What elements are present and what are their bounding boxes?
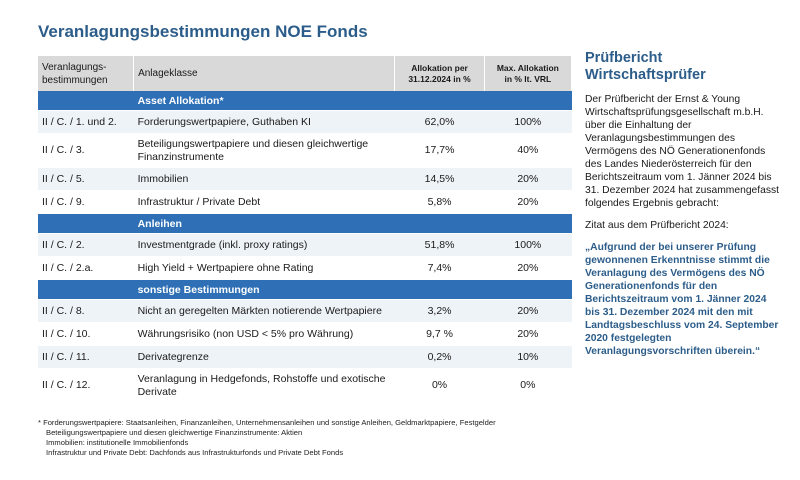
cell-allokation: 3,2% <box>394 299 485 323</box>
sidebar-paragraph: Der Prüfbericht der Ernst & Young Wirtsc… <box>585 94 780 209</box>
section-spacer <box>38 213 134 234</box>
section-spacer <box>394 91 485 111</box>
table-row: II / C. / 3. Beteiligungswertpapiere und… <box>38 133 572 168</box>
cell-max-allokation: 20% <box>484 322 572 346</box>
section-spacer <box>38 91 134 111</box>
header-allokation-label: Allokation per 31.12.2024 in % <box>408 62 471 84</box>
cell-bestimmung: II / C. / 12. <box>38 368 134 403</box>
cell-anlageklasse: Derivategrenze <box>133 345 395 369</box>
cell-allokation: 51,8% <box>394 233 485 257</box>
quote-intro: Zitat aus dem Prüfbericht 2024: <box>585 220 729 231</box>
section-title: Asset Allokation* <box>133 91 395 111</box>
cell-max-allokation: 10% <box>484 345 572 369</box>
cell-anlageklasse: Infrastruktur / Private Debt <box>133 190 395 214</box>
cell-allokation: 14,5% <box>394 167 485 191</box>
cell-allokation: 9,7 % <box>394 322 485 346</box>
section-spacer <box>38 279 134 300</box>
footnote-line: Immobilien: institutionelle Immobilienfo… <box>46 438 189 447</box>
cell-anlageklasse: Forderungswertpapiere, Guthaben KI <box>133 110 395 134</box>
cell-allokation: 0,2% <box>394 345 485 369</box>
table-row: II / C. / 10. Währungsrisiko (non USD < … <box>38 322 572 346</box>
section-spacer <box>394 213 485 234</box>
header-bestimmungen: Veranlagungs- bestimmungen <box>38 56 135 91</box>
allocation-table: Veranlagungs- bestimmungen Anlageklasse … <box>38 56 573 403</box>
cell-bestimmung: II / C. / 5. <box>38 167 134 191</box>
cell-bestimmung: II / C. / 1. und 2. <box>38 110 134 134</box>
header-anlageklasse-label: Anlageklasse <box>138 68 198 79</box>
section-spacer <box>394 279 485 300</box>
cell-max-allokation: 20% <box>484 256 572 280</box>
cell-max-allokation: 20% <box>484 190 572 214</box>
section-row: sonstige Bestimmungen <box>38 279 572 300</box>
section-row: Asset Allokation* <box>38 91 572 111</box>
cell-max-allokation: 20% <box>484 299 572 323</box>
section-spacer <box>484 91 572 111</box>
cell-allokation: 17,7% <box>394 133 485 168</box>
header-allokation: Allokation per 31.12.2024 in % <box>394 56 485 91</box>
section-spacer <box>484 279 572 300</box>
section-spacer <box>484 213 572 234</box>
cell-allokation: 62,0% <box>394 110 485 134</box>
cell-anlageklasse: Immobilien <box>133 167 395 191</box>
table-row: II / C. / 9. Infrastruktur / Private Deb… <box>38 190 572 214</box>
footnote-line: * Forderungswertpapiere: Staatsanleihen,… <box>38 418 496 427</box>
audit-report-sidebar: Prüfbericht Wirtschaftsprüfer Der Prüfbe… <box>585 50 780 367</box>
cell-bestimmung: II / C. / 2.a. <box>38 256 134 280</box>
sidebar-heading: Prüfbericht Wirtschaftsprüfer <box>585 50 706 83</box>
cell-anlageklasse: High Yield + Wertpapiere ohne Rating <box>133 256 395 280</box>
table-row: II / C. / 8. Nicht an geregelten Märkten… <box>38 299 572 323</box>
cell-allokation: 0% <box>394 368 485 403</box>
cell-max-allokation: 100% <box>484 233 572 257</box>
section-title: Anleihen <box>133 213 395 234</box>
header-max-allokation-label: Max. Allokation in % lt. VRL <box>496 62 559 84</box>
table-row: II / C. / 11. Derivategrenze 0,2% 10% <box>38 345 572 369</box>
header-anlageklasse: Anlageklasse <box>133 56 396 91</box>
table-row: II / C. / 12. Veranlagung in Hedgefonds,… <box>38 368 572 403</box>
cell-max-allokation: 0% <box>484 368 572 403</box>
table-row: II / C. / 5. Immobilien 14,5% 20% <box>38 167 572 191</box>
cell-anlageklasse: Veranlagung in Hedgefonds, Rohstoffe und… <box>133 368 395 403</box>
cell-bestimmung: II / C. / 2. <box>38 233 134 257</box>
footnote: * Forderungswertpapiere: Staatsanleihen,… <box>38 418 578 458</box>
cell-bestimmung: II / C. / 9. <box>38 190 134 214</box>
cell-anlageklasse: Währungsrisiko (non USD < 5% pro Währung… <box>133 322 395 346</box>
cell-anlageklasse: Nicht an geregelten Märkten notierende W… <box>133 299 395 323</box>
cell-max-allokation: 40% <box>484 133 572 168</box>
section-title: sonstige Bestimmungen <box>133 279 395 300</box>
cell-anlageklasse: Beteiligungswertpapiere und diesen gleic… <box>133 133 395 168</box>
section-row: Anleihen <box>38 213 572 234</box>
table-row: II / C. / 2.a. High Yield + Wertpapiere … <box>38 256 572 280</box>
table-row: II / C. / 1. und 2. Forderungswertpapier… <box>38 110 572 134</box>
cell-bestimmung: II / C. / 11. <box>38 345 134 369</box>
cell-bestimmung: II / C. / 8. <box>38 299 134 323</box>
page-title: Veranlagungsbestimmungen NOE Fonds <box>38 22 368 41</box>
audit-quote: „Aufgrund der bei unserer Prüfung gewonn… <box>585 242 779 357</box>
header-bestimmungen-label: Veranlagungs- bestimmungen <box>42 61 108 86</box>
cell-max-allokation: 20% <box>484 167 572 191</box>
cell-allokation: 7,4% <box>394 256 485 280</box>
cell-anlageklasse: Investmentgrade (inkl. proxy ratings) <box>133 233 395 257</box>
cell-allokation: 5,8% <box>394 190 485 214</box>
table-header-row: Veranlagungs- bestimmungen Anlageklasse … <box>38 56 573 91</box>
table-row: II / C. / 2. Investmentgrade (inkl. prox… <box>38 233 572 257</box>
cell-max-allokation: 100% <box>484 110 572 134</box>
header-max-allokation: Max. Allokation in % lt. VRL <box>484 56 573 91</box>
cell-bestimmung: II / C. / 3. <box>38 133 134 168</box>
footnote-line: Beteiligungswertpapiere und diesen gleic… <box>46 428 303 437</box>
footnote-line: Infrastruktur und Private Debt: Dachfond… <box>46 448 344 457</box>
cell-bestimmung: II / C. / 10. <box>38 322 134 346</box>
